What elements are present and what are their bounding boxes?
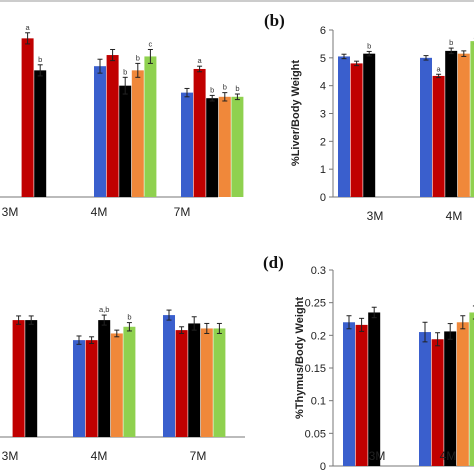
bar	[456, 322, 469, 466]
bar	[457, 53, 470, 198]
bar	[193, 68, 206, 197]
bar	[444, 331, 457, 466]
panel-label: (d)	[263, 253, 284, 272]
y-tick-label: 0.3	[311, 265, 326, 277]
bar	[106, 55, 119, 197]
bar	[25, 320, 38, 437]
bar	[163, 315, 175, 437]
bar	[21, 38, 34, 197]
bar	[200, 328, 213, 437]
bar	[355, 324, 368, 466]
significance-label: a	[198, 56, 203, 65]
bar	[123, 326, 136, 437]
y-tick-label: 0	[320, 192, 326, 204]
significance-label: b	[367, 41, 371, 50]
bar	[206, 98, 219, 197]
bar	[343, 322, 355, 466]
panel-label: (b)	[264, 11, 285, 30]
bar	[98, 320, 111, 437]
category-label: 3M	[367, 209, 384, 223]
y-tick-label: 0.05	[305, 428, 326, 440]
bar	[85, 340, 98, 437]
significance-label: b	[127, 313, 131, 322]
significance-label: b	[210, 85, 214, 94]
significance-label: c	[149, 39, 153, 48]
significance-label: a,b	[99, 305, 109, 314]
significance-label: b	[449, 38, 453, 47]
bar	[188, 323, 201, 437]
bar	[73, 340, 85, 437]
y-tick-label: 0.1	[311, 396, 326, 408]
bar	[431, 339, 444, 466]
significance-label: b	[38, 55, 42, 64]
panel-c: 3M a,b b 4M 7M	[0, 305, 245, 463]
bar	[470, 41, 474, 198]
bar	[363, 53, 376, 198]
y-tick-label: 0.2	[311, 330, 326, 342]
category-label: 7M	[174, 205, 191, 219]
significance-label: b	[123, 67, 127, 76]
bar	[419, 332, 431, 466]
significance-label: b	[223, 83, 227, 92]
y-tick-label: 2	[320, 136, 326, 148]
bar	[350, 63, 363, 198]
panel-d: 0 0.05 0.1 0.15 0.2 0.25 0.3 %Thymus/Body Weigh…	[263, 253, 474, 473]
category-label: 3M	[2, 205, 19, 219]
category-label: 4M	[91, 205, 108, 219]
bar	[110, 333, 123, 437]
category-label: 7M	[190, 449, 207, 463]
significance-label: a	[26, 23, 31, 32]
bar	[175, 330, 188, 437]
bar	[94, 66, 106, 197]
bar	[213, 328, 226, 437]
y-tick-label: 6	[320, 25, 326, 37]
bar	[368, 312, 381, 466]
y-tick-label: 4	[320, 81, 326, 93]
category-label: 4M	[440, 449, 457, 463]
y-axis-title: %Liver/Body Weight	[290, 60, 302, 166]
y-tick-label: 3	[320, 109, 326, 121]
bar	[338, 56, 350, 197]
bar	[181, 92, 193, 197]
y-axis-title: %Thymus/Body Weight	[294, 297, 306, 419]
y-tick-label: 0.15	[305, 363, 326, 375]
category-label: 3M	[2, 449, 19, 463]
y-tick-label: 5	[320, 53, 326, 65]
y-tick-label: 1	[320, 164, 326, 176]
bar	[432, 75, 445, 197]
bar	[420, 57, 432, 198]
y-tick-label: 0.25	[305, 298, 326, 310]
bar	[12, 320, 25, 437]
bar	[445, 50, 458, 197]
bar	[144, 56, 157, 197]
bar	[231, 96, 244, 197]
bar	[131, 70, 144, 197]
y-tick-label: 0	[320, 461, 326, 473]
significance-label: b	[136, 53, 140, 62]
bar	[469, 312, 474, 466]
bar	[34, 70, 47, 197]
significance-label: b	[235, 84, 239, 93]
category-label: 4M	[91, 449, 108, 463]
bar	[218, 96, 231, 197]
significance-label: a	[437, 64, 442, 73]
category-label: 3M	[369, 449, 386, 463]
category-label: 4M	[446, 209, 463, 223]
bar	[119, 85, 132, 197]
